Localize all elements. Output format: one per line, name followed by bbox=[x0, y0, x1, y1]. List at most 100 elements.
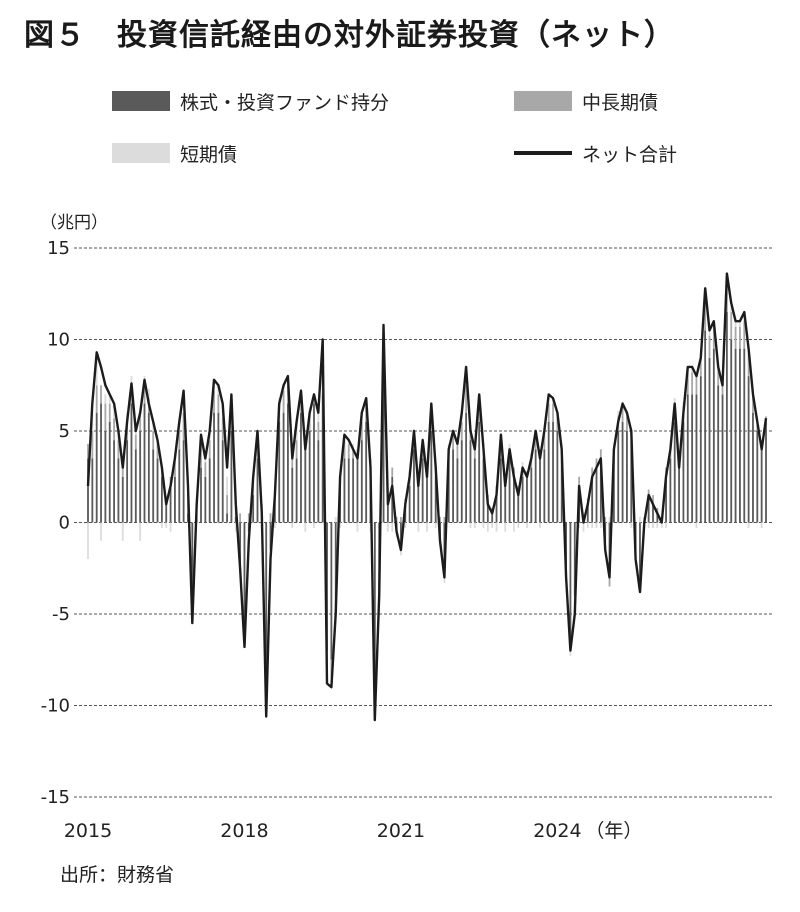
bar-short bbox=[313, 522, 315, 528]
bar-midlong bbox=[156, 443, 159, 459]
bar-midlong bbox=[739, 326, 741, 349]
bar-short bbox=[695, 522, 698, 528]
bar-midlong bbox=[752, 394, 754, 413]
bar-short bbox=[639, 517, 641, 523]
bar-equity bbox=[126, 440, 129, 523]
bar-equity bbox=[373, 522, 376, 697]
bar-equity bbox=[174, 476, 176, 523]
bar-equity bbox=[673, 421, 676, 523]
y-axis-unit-label: （兆円） bbox=[40, 213, 108, 233]
y-tick-label: -15 bbox=[41, 787, 70, 808]
bar-equity bbox=[239, 522, 242, 569]
bar-equity bbox=[478, 421, 481, 523]
bar-midlong bbox=[269, 513, 272, 523]
bar-midlong bbox=[456, 443, 459, 459]
bar-equity bbox=[313, 403, 315, 523]
bar-short bbox=[513, 522, 515, 532]
bar-midlong bbox=[291, 458, 294, 468]
bar-midlong bbox=[691, 372, 694, 395]
bar-equity bbox=[87, 458, 89, 523]
bar-midlong bbox=[439, 517, 441, 523]
bar-short bbox=[339, 522, 341, 528]
bar-midlong bbox=[452, 434, 454, 450]
bar-equity bbox=[434, 476, 437, 523]
bar-midlong bbox=[139, 412, 142, 431]
bar-equity bbox=[208, 458, 211, 523]
bar-equity bbox=[647, 495, 650, 523]
bar-equity bbox=[556, 431, 559, 523]
bar-equity bbox=[326, 522, 328, 651]
bar-equity bbox=[386, 504, 389, 523]
bar-midlong bbox=[178, 431, 181, 450]
bar-equity bbox=[717, 385, 720, 523]
bar-midlong bbox=[226, 495, 228, 514]
bar-short bbox=[747, 522, 750, 528]
bar-equity bbox=[400, 522, 402, 550]
bar-equity bbox=[413, 449, 415, 523]
bar-equity bbox=[456, 458, 459, 523]
bar-equity bbox=[113, 440, 115, 523]
bar-short bbox=[87, 522, 89, 560]
bar-equity bbox=[626, 431, 628, 523]
bar-short bbox=[730, 306, 733, 313]
bar-midlong bbox=[460, 421, 463, 441]
bar-equity bbox=[734, 348, 737, 523]
bar-equity bbox=[304, 449, 307, 523]
bar-equity bbox=[630, 440, 633, 523]
bar-equity bbox=[513, 476, 515, 523]
bar-midlong bbox=[652, 495, 654, 505]
bar-midlong bbox=[121, 462, 124, 477]
bar-equity bbox=[269, 522, 272, 550]
bar-equity bbox=[143, 403, 146, 523]
bar-short bbox=[139, 522, 142, 541]
bar-short bbox=[400, 549, 402, 556]
bar-midlong bbox=[556, 416, 559, 431]
bar-equity bbox=[100, 403, 102, 523]
bar-short bbox=[386, 522, 389, 532]
bar-equity bbox=[708, 357, 711, 523]
x-tick-label: 2024 bbox=[533, 820, 581, 842]
bar-equity bbox=[334, 522, 337, 605]
bar-equity bbox=[491, 513, 494, 523]
bar-midlong bbox=[400, 517, 402, 523]
bar-short bbox=[434, 522, 437, 528]
bar-midlong bbox=[743, 321, 746, 349]
bar-equity bbox=[760, 449, 763, 523]
legend-item-net: ネット合計 bbox=[514, 140, 677, 166]
bar-equity bbox=[695, 394, 698, 523]
bar-equity bbox=[469, 440, 472, 523]
bar-short bbox=[526, 522, 528, 528]
bar-equity bbox=[617, 431, 620, 523]
bar-equity bbox=[282, 412, 285, 523]
bar-short bbox=[517, 522, 520, 528]
y-tick-label: 5 bbox=[59, 421, 70, 442]
bar-equity bbox=[330, 522, 333, 660]
y-tick-label: -10 bbox=[41, 696, 70, 717]
bar-midlong bbox=[317, 421, 320, 441]
bar-equity bbox=[421, 458, 424, 523]
legend-label-short: 短期債 bbox=[180, 143, 238, 166]
bar-short bbox=[708, 330, 711, 336]
bar-equity bbox=[347, 458, 350, 523]
bar-short bbox=[404, 522, 407, 528]
bar-equity bbox=[730, 339, 733, 523]
bar-equity bbox=[752, 412, 754, 523]
bar-midlong bbox=[465, 385, 468, 413]
bar-short bbox=[486, 522, 489, 532]
bar-short bbox=[665, 522, 667, 528]
bar-short bbox=[673, 398, 676, 404]
bar-short bbox=[482, 522, 485, 528]
bar-midlong bbox=[704, 302, 707, 331]
bar-short bbox=[760, 522, 763, 528]
bar-midlong bbox=[117, 440, 120, 459]
bar-equity bbox=[652, 504, 654, 523]
bar-short bbox=[539, 522, 541, 528]
bar-short bbox=[739, 321, 741, 327]
bar-midlong bbox=[591, 467, 594, 477]
bar-short bbox=[599, 522, 602, 528]
bar-midlong bbox=[712, 326, 715, 349]
bar-equity bbox=[308, 431, 311, 523]
bar-midlong bbox=[443, 517, 446, 523]
bar-short bbox=[391, 522, 394, 532]
